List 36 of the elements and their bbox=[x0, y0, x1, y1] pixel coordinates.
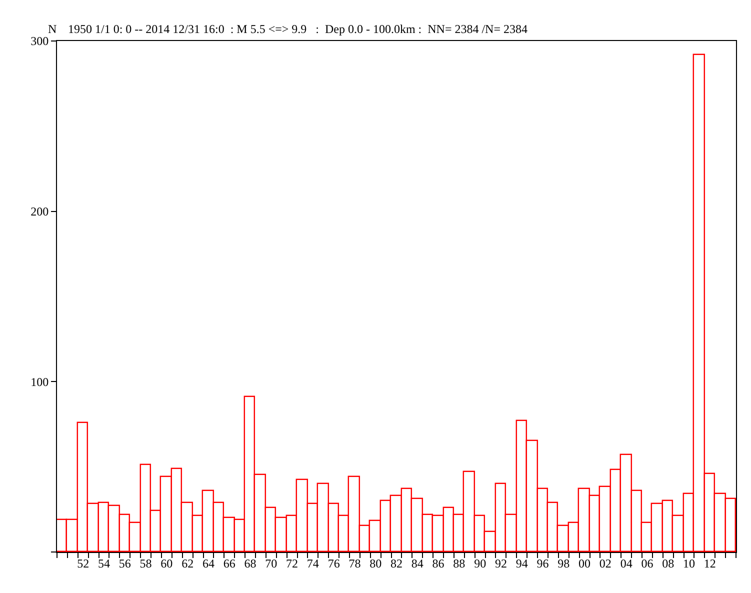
y-tick-label: 300 bbox=[30, 34, 49, 48]
x-tick-label: 74 bbox=[306, 556, 319, 570]
x-tick-label: 94 bbox=[516, 556, 528, 570]
x-tick-label: 70 bbox=[265, 556, 278, 570]
x-tick-label: 64 bbox=[202, 556, 214, 570]
x-tick-label: 60 bbox=[160, 556, 173, 570]
x-tick-label: 56 bbox=[118, 556, 131, 570]
y-axis-title: N bbox=[48, 22, 57, 36]
x-tick-label: 82 bbox=[390, 556, 402, 570]
y-tick-label: 100 bbox=[30, 374, 49, 389]
x-tick-label: 12 bbox=[704, 556, 716, 570]
x-tick-label: 88 bbox=[453, 556, 466, 570]
x-tick-label: 52 bbox=[77, 556, 90, 570]
x-tick-label: 80 bbox=[370, 556, 382, 570]
x-tick-label: 68 bbox=[244, 556, 256, 570]
x-tick-label: 08 bbox=[662, 556, 674, 570]
x-tick-label: 62 bbox=[182, 556, 194, 570]
x-tick-label: 92 bbox=[494, 556, 507, 570]
x-tick-label: 02 bbox=[599, 556, 612, 570]
x-tick-label: 96 bbox=[536, 556, 549, 570]
x-tick-label: 72 bbox=[286, 556, 298, 570]
x-tick-label: 86 bbox=[432, 556, 444, 570]
x-tick-label: 54 bbox=[98, 556, 110, 570]
x-tick-label: 76 bbox=[328, 556, 340, 570]
x-tick-label: 04 bbox=[620, 556, 632, 570]
x-tick-label: 66 bbox=[223, 556, 236, 570]
x-tick-label: 90 bbox=[474, 556, 486, 570]
x-tick-label: 10 bbox=[682, 556, 695, 570]
x-tick-label: 98 bbox=[558, 556, 570, 570]
x-tick-label: 06 bbox=[641, 556, 654, 570]
x-tick-label: 84 bbox=[411, 556, 424, 570]
x-tick-label: 58 bbox=[140, 556, 152, 570]
x-tick-label: 78 bbox=[348, 556, 361, 570]
x-tick-label: 00 bbox=[578, 556, 591, 570]
chart-title: 1950 1/1 0: 0 -- 2014 12/31 16:0 : M 5.5 <=> 9.9 : Dep 0.0 - 100.0km : NN= 2384 /N= 2384 bbox=[68, 22, 528, 36]
y-tick-label: 200 bbox=[30, 204, 49, 219]
